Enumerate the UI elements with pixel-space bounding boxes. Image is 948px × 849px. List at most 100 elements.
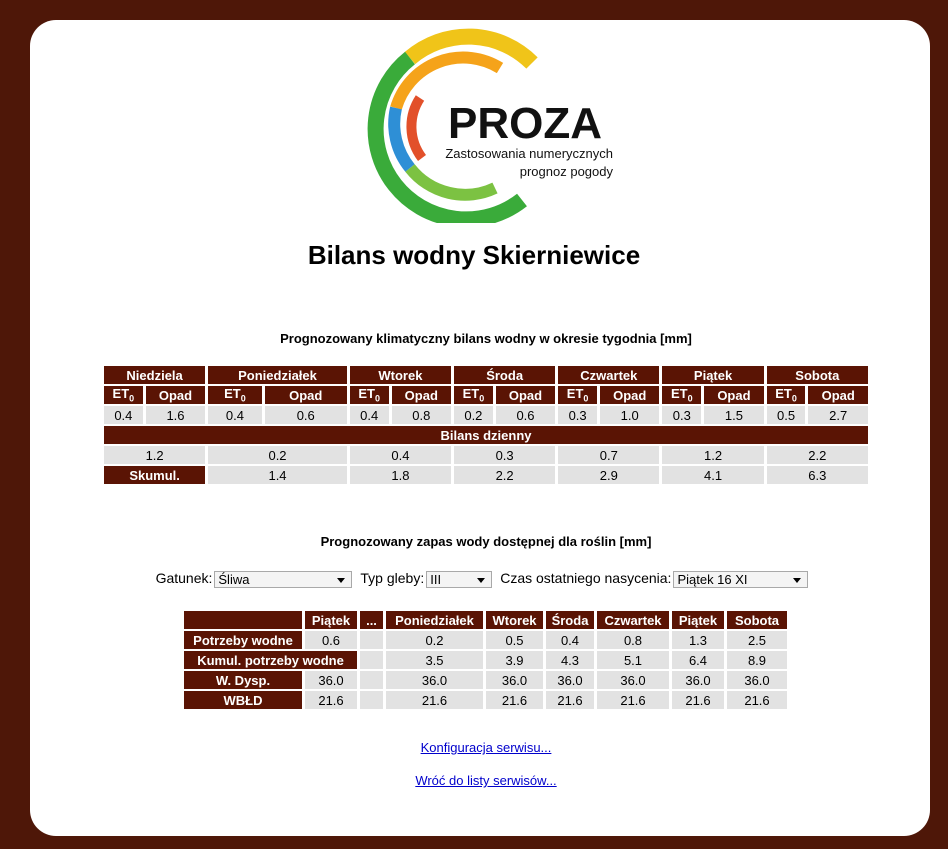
precip-value: 0.8: [391, 406, 452, 424]
et-label: ET: [112, 386, 130, 402]
daily-header: Bilans dzienny: [104, 426, 868, 444]
data-row: Kumul. potrzeby wodne 3.5 3.9 4.3 5.1 6.4 8.9: [184, 651, 787, 669]
logo: PROZA Zastosowania numerycznych prognoz …: [367, 28, 614, 223]
cell-value: 21.6: [486, 691, 543, 709]
climate-table: Niedziela Poniedziałek Wtorek Środa Czwartek…: [101, 364, 871, 486]
caption: Prognozowany klimatyczny bilans wodny w …: [280, 331, 692, 346]
precip-header: Opad: [145, 386, 206, 404]
cell-value: 36.0: [672, 671, 724, 689]
et-subscript: 0: [583, 393, 589, 404]
day-header: Wtorek: [349, 366, 452, 384]
daily-value: 0.7: [558, 446, 660, 464]
et-header: ET0: [208, 386, 262, 404]
precip-header: Opad: [264, 386, 347, 404]
et-value: 0.5: [766, 406, 806, 424]
et-header: ET0: [104, 386, 143, 404]
et-subscript: 0: [791, 393, 797, 404]
link[interactable]: Wróć do listy serwisów...: [415, 773, 557, 788]
cell-value: 0.6: [305, 631, 357, 649]
cell-value: 0.2: [386, 631, 483, 649]
field-label: Gatunek:: [155, 570, 213, 586]
et-subscript: 0: [479, 393, 485, 404]
cell-value: 6.4: [672, 651, 724, 669]
column-header: Środa: [546, 611, 594, 629]
link[interactable]: Konfiguracja serwisu...: [420, 740, 552, 755]
day-header: Poniedziałek: [208, 366, 347, 384]
precip-header: Opad: [599, 386, 660, 404]
column-header: Sobota: [727, 611, 787, 629]
cell-value: 36.0: [546, 671, 594, 689]
cell-value: 21.6: [305, 691, 357, 709]
form: Gatunek: Śliwa Typ gleby: III Czas ostatnieg…: [0, 570, 948, 588]
cell-value: 36.0: [386, 671, 483, 689]
cell-value: 21.6: [727, 691, 787, 709]
cell-value: 36.0: [305, 671, 357, 689]
cell-value: 1.3: [672, 631, 724, 649]
cell-value: 21.6: [386, 691, 483, 709]
cumulative-value: 6.3: [766, 466, 868, 484]
cumulative-value: 1.4: [208, 466, 347, 484]
precip-value: 1.5: [704, 406, 764, 424]
logo-tagline: prognoz pogody: [520, 164, 614, 179]
et-header: ET0: [558, 386, 597, 404]
et-label: ET: [671, 386, 688, 402]
daily-value: 1.2: [104, 446, 206, 464]
reserve-table: Piątek... Poniedziałek Wtorek Środa Czwartek…: [181, 609, 790, 711]
daily-value: 2.2: [766, 446, 868, 464]
daily-row: 1.2 0.2 0.4 0.3 0.7 1.2 2.2: [104, 446, 868, 464]
precip-header: Opad: [391, 386, 452, 404]
header-row: Piątek... Poniedziałek Wtorek Środa Czwartek…: [184, 611, 787, 629]
et-value: 0.4: [349, 406, 389, 424]
et-value: 0.3: [558, 406, 597, 424]
subheader-row: ET0 Opad ET0 Opad ET0 Opad ET0 Opad ET0 Opad ET0 Op…: [104, 386, 868, 404]
select[interactable]: Śliwa: [214, 570, 353, 588]
column-header: Poniedziałek: [386, 611, 483, 629]
et-label: ET: [358, 386, 375, 402]
cell-value: 5.1: [597, 651, 669, 669]
values-row: 0.4 1.6 0.4 0.6 0.4 0.8 0.2 0.6 0.3 1.0 0.3 1.5 0.5 2…: [104, 406, 868, 424]
gap-cell: [360, 691, 383, 709]
et-value: 0.3: [662, 406, 702, 424]
cell-value: 21.6: [546, 691, 594, 709]
precip-value: 1.0: [599, 406, 660, 424]
gap-cell: [360, 671, 383, 689]
cumulative-label: Skumul.: [104, 466, 206, 484]
data-row: WBŁD 21.6 21.6 21.6 21.6 21.6 21.6 21.6: [184, 691, 787, 709]
et-subscript: 0: [240, 393, 246, 404]
cell-value: 21.6: [597, 691, 669, 709]
cell-value: 36.0: [486, 671, 543, 689]
cumulative-value: 2.2: [454, 466, 556, 484]
column-header: Czwartek: [597, 611, 669, 629]
et-label: ET: [566, 386, 584, 402]
caption: Prognozowany zapas wody dostępnej dla ro…: [320, 534, 652, 549]
day-header: Niedziela: [104, 366, 206, 384]
et-subscript: 0: [687, 393, 693, 404]
select[interactable]: III: [426, 570, 493, 588]
data-row: W. Dysp. 36.0 36.0 36.0 36.0 36.0 36.0 36.0: [184, 671, 787, 689]
et-value: 0.4: [104, 406, 143, 424]
cell-value: 0.4: [546, 631, 594, 649]
row-label: Kumul. potrzeby wodne: [184, 651, 357, 669]
link-row: Wróć do listy serwisów...: [0, 772, 948, 790]
precip-value: 1.6: [145, 406, 206, 424]
row-label: Potrzeby wodne: [184, 631, 302, 649]
et-label: ET: [462, 386, 480, 402]
select[interactable]: Piątek 16 XI: [673, 570, 809, 588]
cumulative-value: 4.1: [662, 466, 764, 484]
daily-value: 1.2: [662, 446, 764, 464]
gap-cell: [360, 631, 383, 649]
logo-name: PROZA: [448, 99, 602, 148]
precip-value: 0.6: [264, 406, 347, 424]
header-row: Niedziela Poniedziałek Wtorek Środa Czwartek…: [104, 366, 868, 384]
day-header: Czwartek: [558, 366, 660, 384]
logo-tagline: Zastosowania numerycznych: [445, 146, 613, 161]
et-label: ET: [224, 386, 241, 402]
cumulative-row: Skumul. 1.4 1.8 2.2 2.9 4.1 6.3: [104, 466, 868, 484]
column-header: Piątek: [305, 611, 357, 629]
row-label: W. Dysp.: [184, 671, 302, 689]
column-header: Piątek: [672, 611, 724, 629]
precip-header: Opad: [704, 386, 764, 404]
column-header: ...: [360, 611, 383, 629]
column-header: Wtorek: [486, 611, 543, 629]
day-header: Środa: [454, 366, 556, 384]
